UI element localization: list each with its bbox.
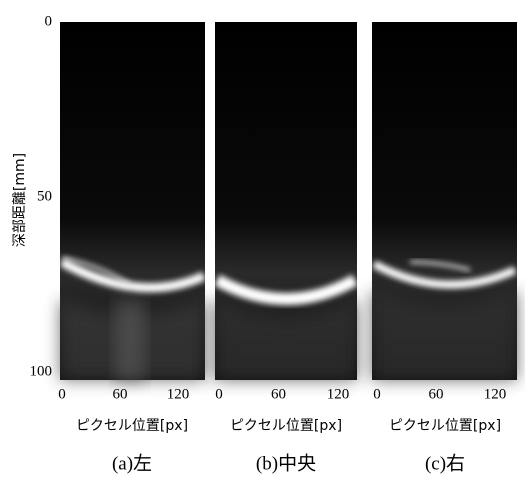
y-axis-label: 深部距離[mm] <box>11 153 28 247</box>
x-tick-label: 120 <box>327 386 350 402</box>
y-tick-label: 50 <box>37 188 52 204</box>
ultrasound-image-b <box>214 22 358 380</box>
y-tick-label: 100 <box>30 363 53 379</box>
ultrasound-image-a <box>59 22 206 380</box>
panel-caption: (a)左 <box>112 452 152 474</box>
x-tick-label: 120 <box>484 386 507 402</box>
y-tick-label: 0 <box>45 13 53 29</box>
panel-caption: (b)中央 <box>256 452 316 474</box>
x-axis-label: ピクセル位置[px] <box>76 418 188 434</box>
x-tick-label: 60 <box>271 386 286 402</box>
x-tick-label: 0 <box>215 386 223 402</box>
x-axis-label: ピクセル位置[px] <box>230 418 342 434</box>
ultrasound-image-c <box>372 22 517 380</box>
x-tick-label: 60 <box>429 386 444 402</box>
x-tick-label: 60 <box>113 386 128 402</box>
y-ticks: 0 50 100 <box>30 13 53 379</box>
panel-labels: 0 60 120 ピクセル位置[px] (a)左 0 60 120 ピクセル位置[px] (b)中… <box>58 386 506 474</box>
x-tick-label: 0 <box>373 386 381 402</box>
x-tick-label: 120 <box>167 386 190 402</box>
panel-caption: (c)右 <box>425 452 465 474</box>
x-tick-label: 0 <box>58 386 66 402</box>
x-axis-label: ピクセル位置[px] <box>389 418 501 434</box>
